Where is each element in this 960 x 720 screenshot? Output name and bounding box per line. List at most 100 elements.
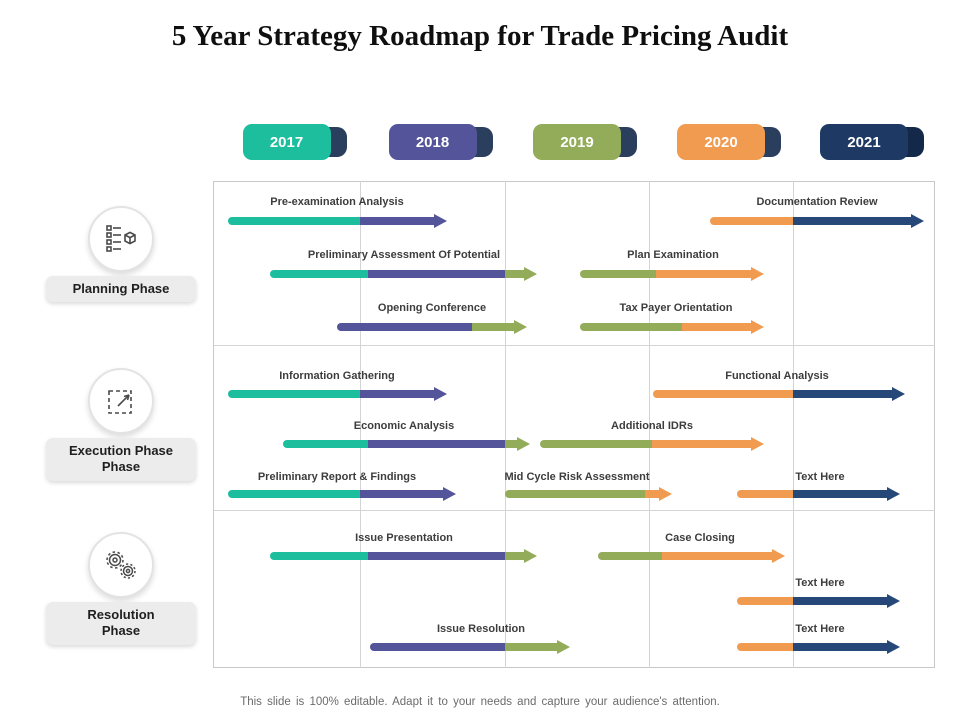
task-bar-arrowhead [887, 594, 900, 608]
task-bar-segment [598, 552, 662, 560]
task-bar-arrowhead [772, 549, 785, 563]
task-bar-arrowhead [887, 640, 900, 654]
grid-column-line [793, 181, 794, 668]
task-label: Plan Examination [627, 249, 719, 261]
grid-row-line [213, 510, 935, 511]
task-bar-segment [472, 323, 514, 331]
task-bar-segment [737, 643, 793, 651]
task-bar-segment [652, 440, 751, 448]
task-bar-segment [793, 597, 887, 605]
execution-icon-circle [88, 368, 154, 434]
task-bar [270, 549, 537, 563]
task-bar-segment [283, 440, 368, 448]
year-tab-2018: 2018 [388, 124, 493, 160]
task-bar-segment [540, 440, 652, 448]
task-bar-segment [793, 217, 911, 225]
task-bar-segment [505, 270, 524, 278]
task-bar-segment [682, 323, 751, 331]
year-tab-face: 2020 [677, 124, 765, 160]
task-bar [228, 487, 456, 501]
task-bar [737, 640, 900, 654]
task-label: Case Closing [665, 532, 735, 544]
task-bar-segment [793, 643, 887, 651]
task-bar-segment [656, 270, 751, 278]
task-bar-segment [270, 552, 368, 560]
task-label: Preliminary Assessment Of Potential [307, 249, 501, 261]
footer-note: This slide is 100% editable. Adapt it to… [240, 696, 720, 708]
roadmap-grid [213, 181, 935, 668]
task-label: Preliminary Report & Findings [257, 471, 417, 483]
task-bar [228, 214, 447, 228]
task-bar-segment [505, 490, 645, 498]
task-bar-segment [337, 323, 472, 331]
task-bar-segment [793, 490, 887, 498]
task-label: Information Gathering [279, 370, 395, 382]
task-bar-arrowhead [443, 487, 456, 501]
task-bar-segment [270, 270, 368, 278]
grid-column-line [505, 181, 506, 668]
task-bar-segment [228, 390, 360, 398]
checklist-cube-icon [106, 225, 136, 252]
task-bar [710, 214, 924, 228]
task-bar-segment [580, 270, 656, 278]
year-tab-face: 2019 [533, 124, 621, 160]
phase-label-text: Resolution Phase [87, 607, 155, 639]
task-label: Mid Cycle Risk Assessment [504, 471, 650, 483]
task-bar [737, 594, 900, 608]
task-bar-segment [710, 217, 793, 225]
task-bar-arrowhead [892, 387, 905, 401]
task-bar [737, 487, 900, 501]
task-bar-arrowhead [524, 267, 537, 281]
task-label: Issue Resolution [436, 623, 526, 635]
task-bar [505, 487, 672, 501]
resolution-icon-circle [88, 532, 154, 598]
year-tab-2017: 2017 [242, 124, 347, 160]
task-bar-segment [360, 490, 443, 498]
task-bar-segment [228, 217, 360, 225]
phase-execution: Execution Phase Phase [46, 368, 196, 481]
phase-label-text: Execution Phase Phase [68, 443, 174, 475]
task-bar-segment [505, 643, 557, 651]
task-bar-segment [793, 390, 892, 398]
grid-row-line [213, 345, 935, 346]
task-bar-segment [505, 552, 524, 560]
task-bar-arrowhead [911, 214, 924, 228]
task-bar-arrowhead [434, 214, 447, 228]
task-bar-arrowhead [524, 549, 537, 563]
task-bar [270, 267, 537, 281]
planning-icon-circle [88, 206, 154, 272]
task-label: Opening Conference [377, 302, 487, 314]
task-label: Text Here [795, 471, 845, 483]
task-label: Additional IDRs [611, 420, 693, 432]
edit-box-icon [108, 390, 132, 414]
year-tab-face: 2018 [388, 124, 477, 160]
task-label: Text Here [795, 623, 845, 635]
task-label: Documentation Review [756, 196, 878, 208]
task-bar-segment [653, 390, 793, 398]
task-bar [580, 320, 764, 334]
task-bar-segment [360, 390, 434, 398]
task-bar-segment [645, 490, 659, 498]
task-bar-arrowhead [557, 640, 570, 654]
grid-column-line [649, 181, 650, 668]
phase-planning: Planning Phase [46, 206, 196, 303]
phase-label-text: Planning Phase [72, 281, 170, 296]
task-bar-segment [662, 552, 772, 560]
year-tab-face: 2017 [242, 124, 331, 160]
task-label: Tax Payer Orientation [619, 302, 733, 314]
task-label: Text Here [795, 577, 845, 589]
task-bar-segment [368, 440, 505, 448]
task-bar-segment [370, 643, 505, 651]
task-bar [228, 387, 447, 401]
task-bar-arrowhead [751, 320, 764, 334]
year-tab-2019: 2019 [533, 124, 637, 160]
task-bar-segment [737, 490, 793, 498]
task-label: Pre-examination Analysis [270, 196, 404, 208]
task-label: Issue Presentation [355, 532, 453, 544]
task-bar-arrowhead [751, 437, 764, 451]
year-tab-face: 2021 [820, 124, 908, 160]
task-bar-arrowhead [887, 487, 900, 501]
task-bar-segment [737, 597, 793, 605]
task-bar [580, 267, 764, 281]
